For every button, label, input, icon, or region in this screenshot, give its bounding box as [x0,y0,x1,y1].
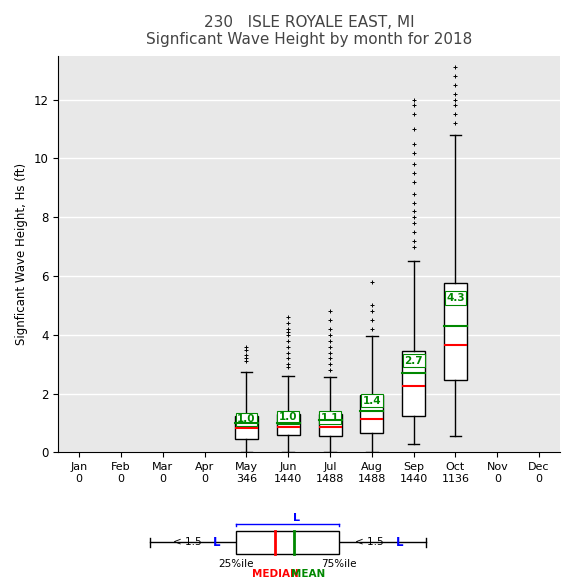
Title: 230   ISLE ROYALE EAST, MI
Signficant Wave Height by month for 2018: 230 ISLE ROYALE EAST, MI Signficant Wave… [146,15,472,48]
Text: L: L [293,513,300,523]
Text: < 1.5: < 1.5 [355,537,384,548]
PathPatch shape [444,284,467,380]
Y-axis label: Signficant Wave Height, Hs (ft): Signficant Wave Height, Hs (ft) [15,163,28,345]
Text: 1.0: 1.0 [237,414,256,424]
Text: 2.7: 2.7 [404,356,423,366]
Bar [236,531,339,554]
Text: L: L [396,536,404,549]
PathPatch shape [277,414,300,435]
Text: 1.0: 1.0 [279,412,297,422]
Text: 4.3: 4.3 [446,293,465,303]
PathPatch shape [319,414,342,436]
Text: < 1.5: < 1.5 [172,537,201,548]
PathPatch shape [402,351,425,416]
Text: L: L [213,536,221,549]
Text: MEAN: MEAN [291,569,325,579]
PathPatch shape [235,416,258,439]
PathPatch shape [361,395,384,433]
Text: 1.1: 1.1 [321,412,339,423]
Text: 25%ile: 25%ile [218,559,254,569]
Text: MEDIAN: MEDIAN [252,569,298,579]
Text: 75%ile: 75%ile [321,559,357,569]
Text: 1.4: 1.4 [363,396,381,406]
